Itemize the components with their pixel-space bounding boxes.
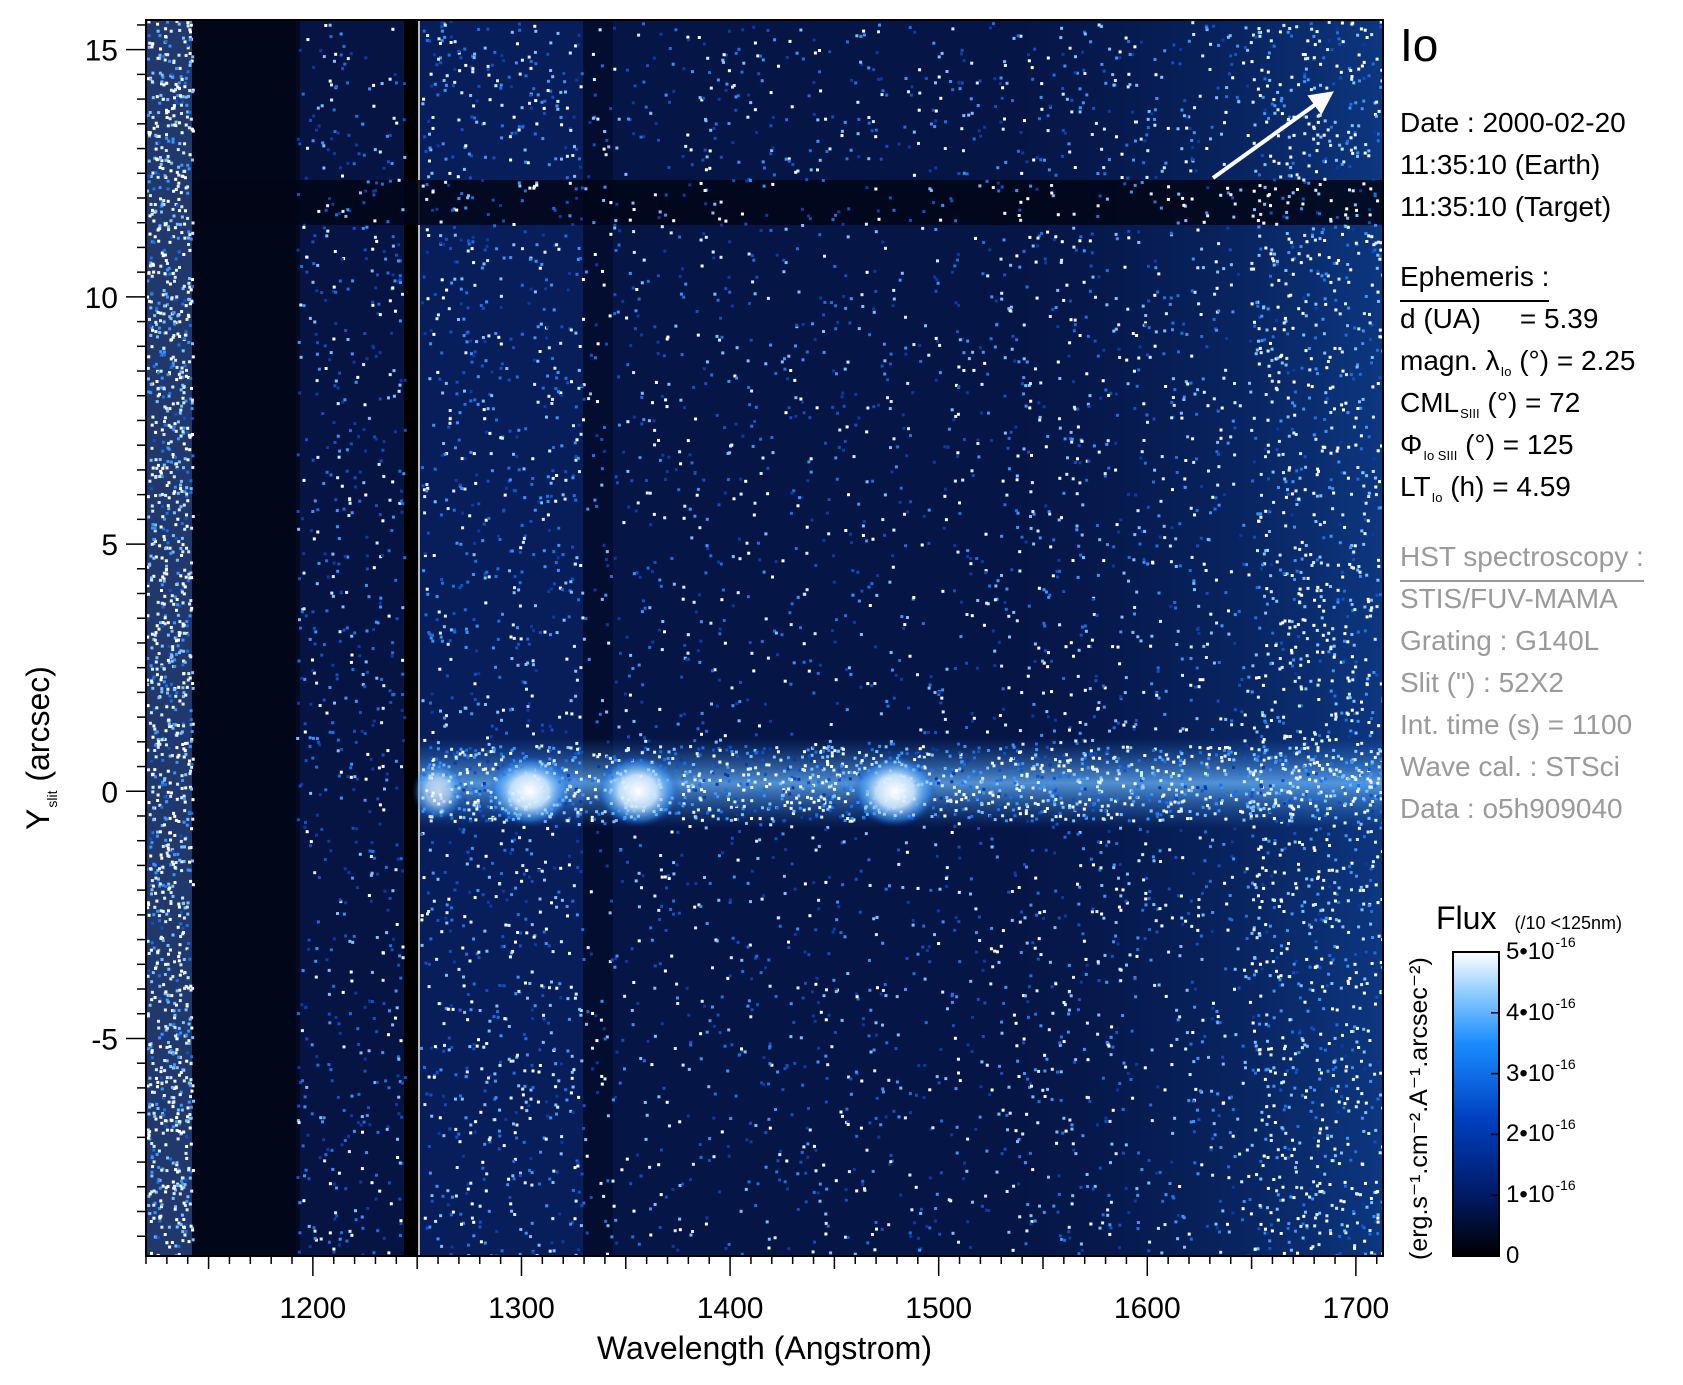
x-axis-title: Wavelength (Angstrom) [597, 1330, 932, 1366]
colorbar-units: (erg.s⁻¹.cm⁻².A⁻¹.arcsec⁻²) [1405, 957, 1433, 1260]
colorbar-note: (/10 <125nm) [1514, 913, 1623, 933]
colorbar-tick-label: 5•10-16 [1506, 934, 1576, 965]
colorbar-ticks [1491, 951, 1499, 1257]
ephemeris-distance: d (UA) = 5.39 [1400, 298, 1636, 340]
ephemeris-local-time: LTIo (h) = 4.59 [1400, 466, 1636, 508]
ephemeris-cml: CMLSIII (°) = 72 [1400, 382, 1636, 424]
observation-date: Date : 2000-02-20 [1400, 107, 1626, 138]
lt-label: LT [1400, 471, 1431, 502]
emission-features [412, 755, 937, 828]
hst-panel: HST spectroscopy : STIS/FUV-MAMA Grating… [1400, 536, 1644, 830]
colorbar-title: Flux (/10 <125nm) [1436, 900, 1622, 937]
x-tick-label: 1400 [697, 1292, 764, 1325]
hst-instrument: STIS/FUV-MAMA [1400, 583, 1618, 614]
distance-value: = 5.39 [1519, 303, 1599, 334]
hst-wave-cal: Wave cal. : STSci [1400, 751, 1620, 782]
emission-feature [487, 755, 572, 828]
x-tick-label: 1300 [488, 1292, 555, 1325]
emission-feature [412, 761, 465, 822]
colorbar-tick-label: 1•10-16 [1506, 1177, 1576, 1209]
emission-feature [596, 755, 681, 828]
phi-sub: Io SIII [1423, 448, 1458, 463]
ephemeris-magnetic-latitude: magn. λIo (°) = 2.25 [1400, 340, 1636, 382]
y-tick-label: 5 [101, 529, 118, 562]
hst-int-time: Int. time (s) = 1100 [1400, 709, 1633, 740]
lt-sub: Io [1431, 490, 1443, 505]
distance-label: d (UA) [1400, 303, 1481, 334]
hst-data: Data : o5h909040 [1400, 793, 1623, 824]
y-tick-label: -5 [91, 1023, 118, 1056]
magn-label: magn. λ [1400, 345, 1500, 376]
colorbar [1452, 951, 1500, 1257]
y-tick-label: 15 [85, 35, 118, 68]
direction-arrow [1211, 91, 1334, 180]
ephemeris-panel: Ephemeris : d (UA) = 5.39 magn. λIo (°) … [1400, 256, 1636, 508]
spectral-image [146, 20, 1383, 1256]
y-axis-title-unit: (arcsec) [20, 666, 56, 782]
x-tick-label: 1200 [280, 1292, 347, 1325]
observation-info: Date : 2000-02-20 11:35:10 (Earth) 11:35… [1400, 102, 1626, 228]
y-axis-title: Yslit (arcsec) [20, 666, 60, 830]
y-tick-label: 0 [101, 776, 118, 809]
ephemeris-title: Ephemeris : [1400, 256, 1550, 302]
x-tick-label: 1500 [905, 1292, 972, 1325]
x-axis: 1200 1300 1400 1500 1600 1700 [145, 1256, 1390, 1325]
emission-feature [852, 755, 937, 828]
y-axis: 15 10 5 0 -5 [85, 24, 146, 1237]
cml-sub: SIII [1460, 406, 1480, 421]
cml-value: (°) = 72 [1487, 387, 1581, 418]
colorbar-tick-label: 4•10-16 [1506, 994, 1576, 1026]
phi-label: Φ [1400, 429, 1423, 460]
colorbar-tick-label: 3•10-16 [1506, 1055, 1576, 1087]
colorbar-tick-label: 2•10-16 [1506, 1116, 1576, 1148]
hst-grating: Grating : G140L [1400, 625, 1600, 656]
y-tick-label: 10 [85, 282, 118, 315]
colorbar-tick-label: 0 [1506, 1242, 1520, 1269]
magn-value: (°) = 2.25 [1519, 345, 1636, 376]
target-name: Io [1400, 19, 1439, 71]
x-tick-label: 1700 [1323, 1292, 1390, 1325]
phi-value: (°) = 125 [1465, 429, 1574, 460]
target-time: 11:35:10 (Target) [1400, 191, 1612, 222]
magn-sub: Io [1500, 364, 1512, 379]
lt-value: (h) = 4.59 [1450, 471, 1571, 502]
ephemeris-phase: ΦIo SIII (°) = 125 [1400, 424, 1636, 466]
x-tick-label: 1600 [1114, 1292, 1181, 1325]
earth-time: 11:35:10 (Earth) [1400, 149, 1601, 180]
hst-title: HST spectroscopy : [1400, 536, 1644, 582]
colorbar-title-text: Flux [1436, 900, 1497, 936]
cml-label: CML [1400, 387, 1460, 418]
hst-slit: Slit (") : 52X2 [1400, 667, 1564, 698]
y-axis-title-main: Y [20, 808, 56, 830]
y-axis-title-sub: slit [44, 790, 60, 808]
